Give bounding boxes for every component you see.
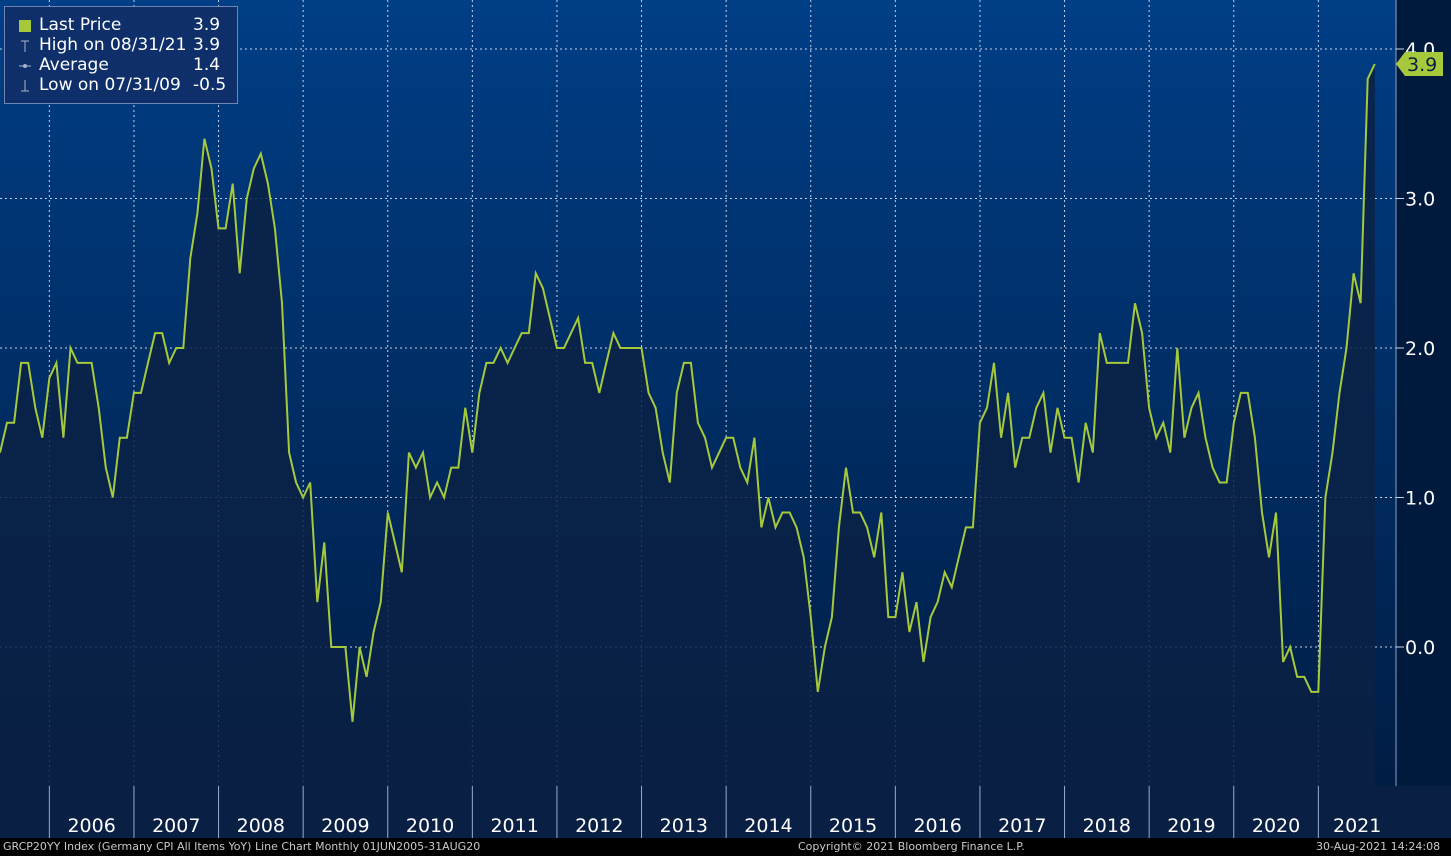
x-tick-label: 2012 [575, 815, 623, 837]
x-tick-label: 2008 [237, 815, 285, 837]
x-tick-label: 2010 [406, 815, 454, 837]
x-axis-background [0, 786, 1451, 838]
x-tick-label: 2015 [829, 815, 877, 837]
last-value-flag [1396, 51, 1443, 76]
low-marker-icon [19, 78, 31, 92]
legend-item-average: Average 1.4 [5, 55, 237, 75]
legend: Last Price 3.9 High on 08/31/21 3.9 Aver… [4, 6, 238, 104]
x-tick-label: 2009 [321, 815, 369, 837]
average-marker-icon [19, 58, 31, 72]
legend-item-high: High on 08/31/21 3.9 [5, 35, 237, 55]
legend-label: Last Price [39, 15, 122, 35]
legend-value: -0.5 [193, 75, 227, 95]
legend-label: Low on 07/31/09 [39, 75, 181, 95]
y-tick-label: 0.0 [1405, 637, 1435, 659]
footer-ticker-description: GRCP20YY Index (Germany CPI All Items Yo… [3, 840, 481, 853]
y-tick-label: 2.0 [1405, 338, 1435, 360]
legend-label: Average [39, 55, 109, 75]
x-tick-label: 2020 [1252, 815, 1300, 837]
x-tick-label: 2021 [1333, 815, 1381, 837]
high-marker-icon [19, 38, 31, 52]
y-tick-label: 1.0 [1405, 488, 1435, 510]
legend-value: 1.4 [193, 55, 221, 75]
x-tick-label: 2019 [1167, 815, 1215, 837]
x-tick-label: 2011 [490, 815, 538, 837]
y-tick-label: 3.0 [1405, 189, 1435, 211]
legend-label: High on 08/31/21 [39, 35, 187, 55]
y-axis: 0.01.02.03.04.0 [1396, 39, 1435, 659]
legend-item-last-price: Last Price 3.9 [5, 15, 237, 35]
y-axis-background [1396, 0, 1451, 786]
legend-value: 3.9 [193, 35, 221, 55]
x-tick-label: 2018 [1083, 815, 1131, 837]
footer-timestamp: 30-Aug-2021 14:24:08 [1316, 840, 1441, 853]
x-tick-label: 2006 [67, 815, 115, 837]
footer-background [0, 838, 1451, 856]
x-tick-label: 2013 [660, 815, 708, 837]
x-tick-label: 2007 [152, 815, 200, 837]
legend-item-low: Low on 07/31/09 -0.5 [5, 75, 237, 95]
last-value-marker: 3.9 [1396, 51, 1443, 76]
series-line-last-price [0, 63, 1376, 722]
series-area-fill [0, 64, 1375, 786]
footer-copyright: Copyright© 2021 Bloomberg Finance L.P. [798, 840, 1025, 853]
x-tick-label: 2016 [913, 815, 961, 837]
last-value-label: 3.9 [1407, 54, 1437, 76]
x-tick-label: 2017 [998, 815, 1046, 837]
legend-value: 3.9 [193, 15, 221, 35]
x-axis: 2006 2007 2008 2009 2010 2011 2012 2013 2014 2015… [48, 786, 1381, 838]
filled-square-icon [19, 18, 31, 32]
x-tick-label: 2014 [744, 815, 792, 837]
